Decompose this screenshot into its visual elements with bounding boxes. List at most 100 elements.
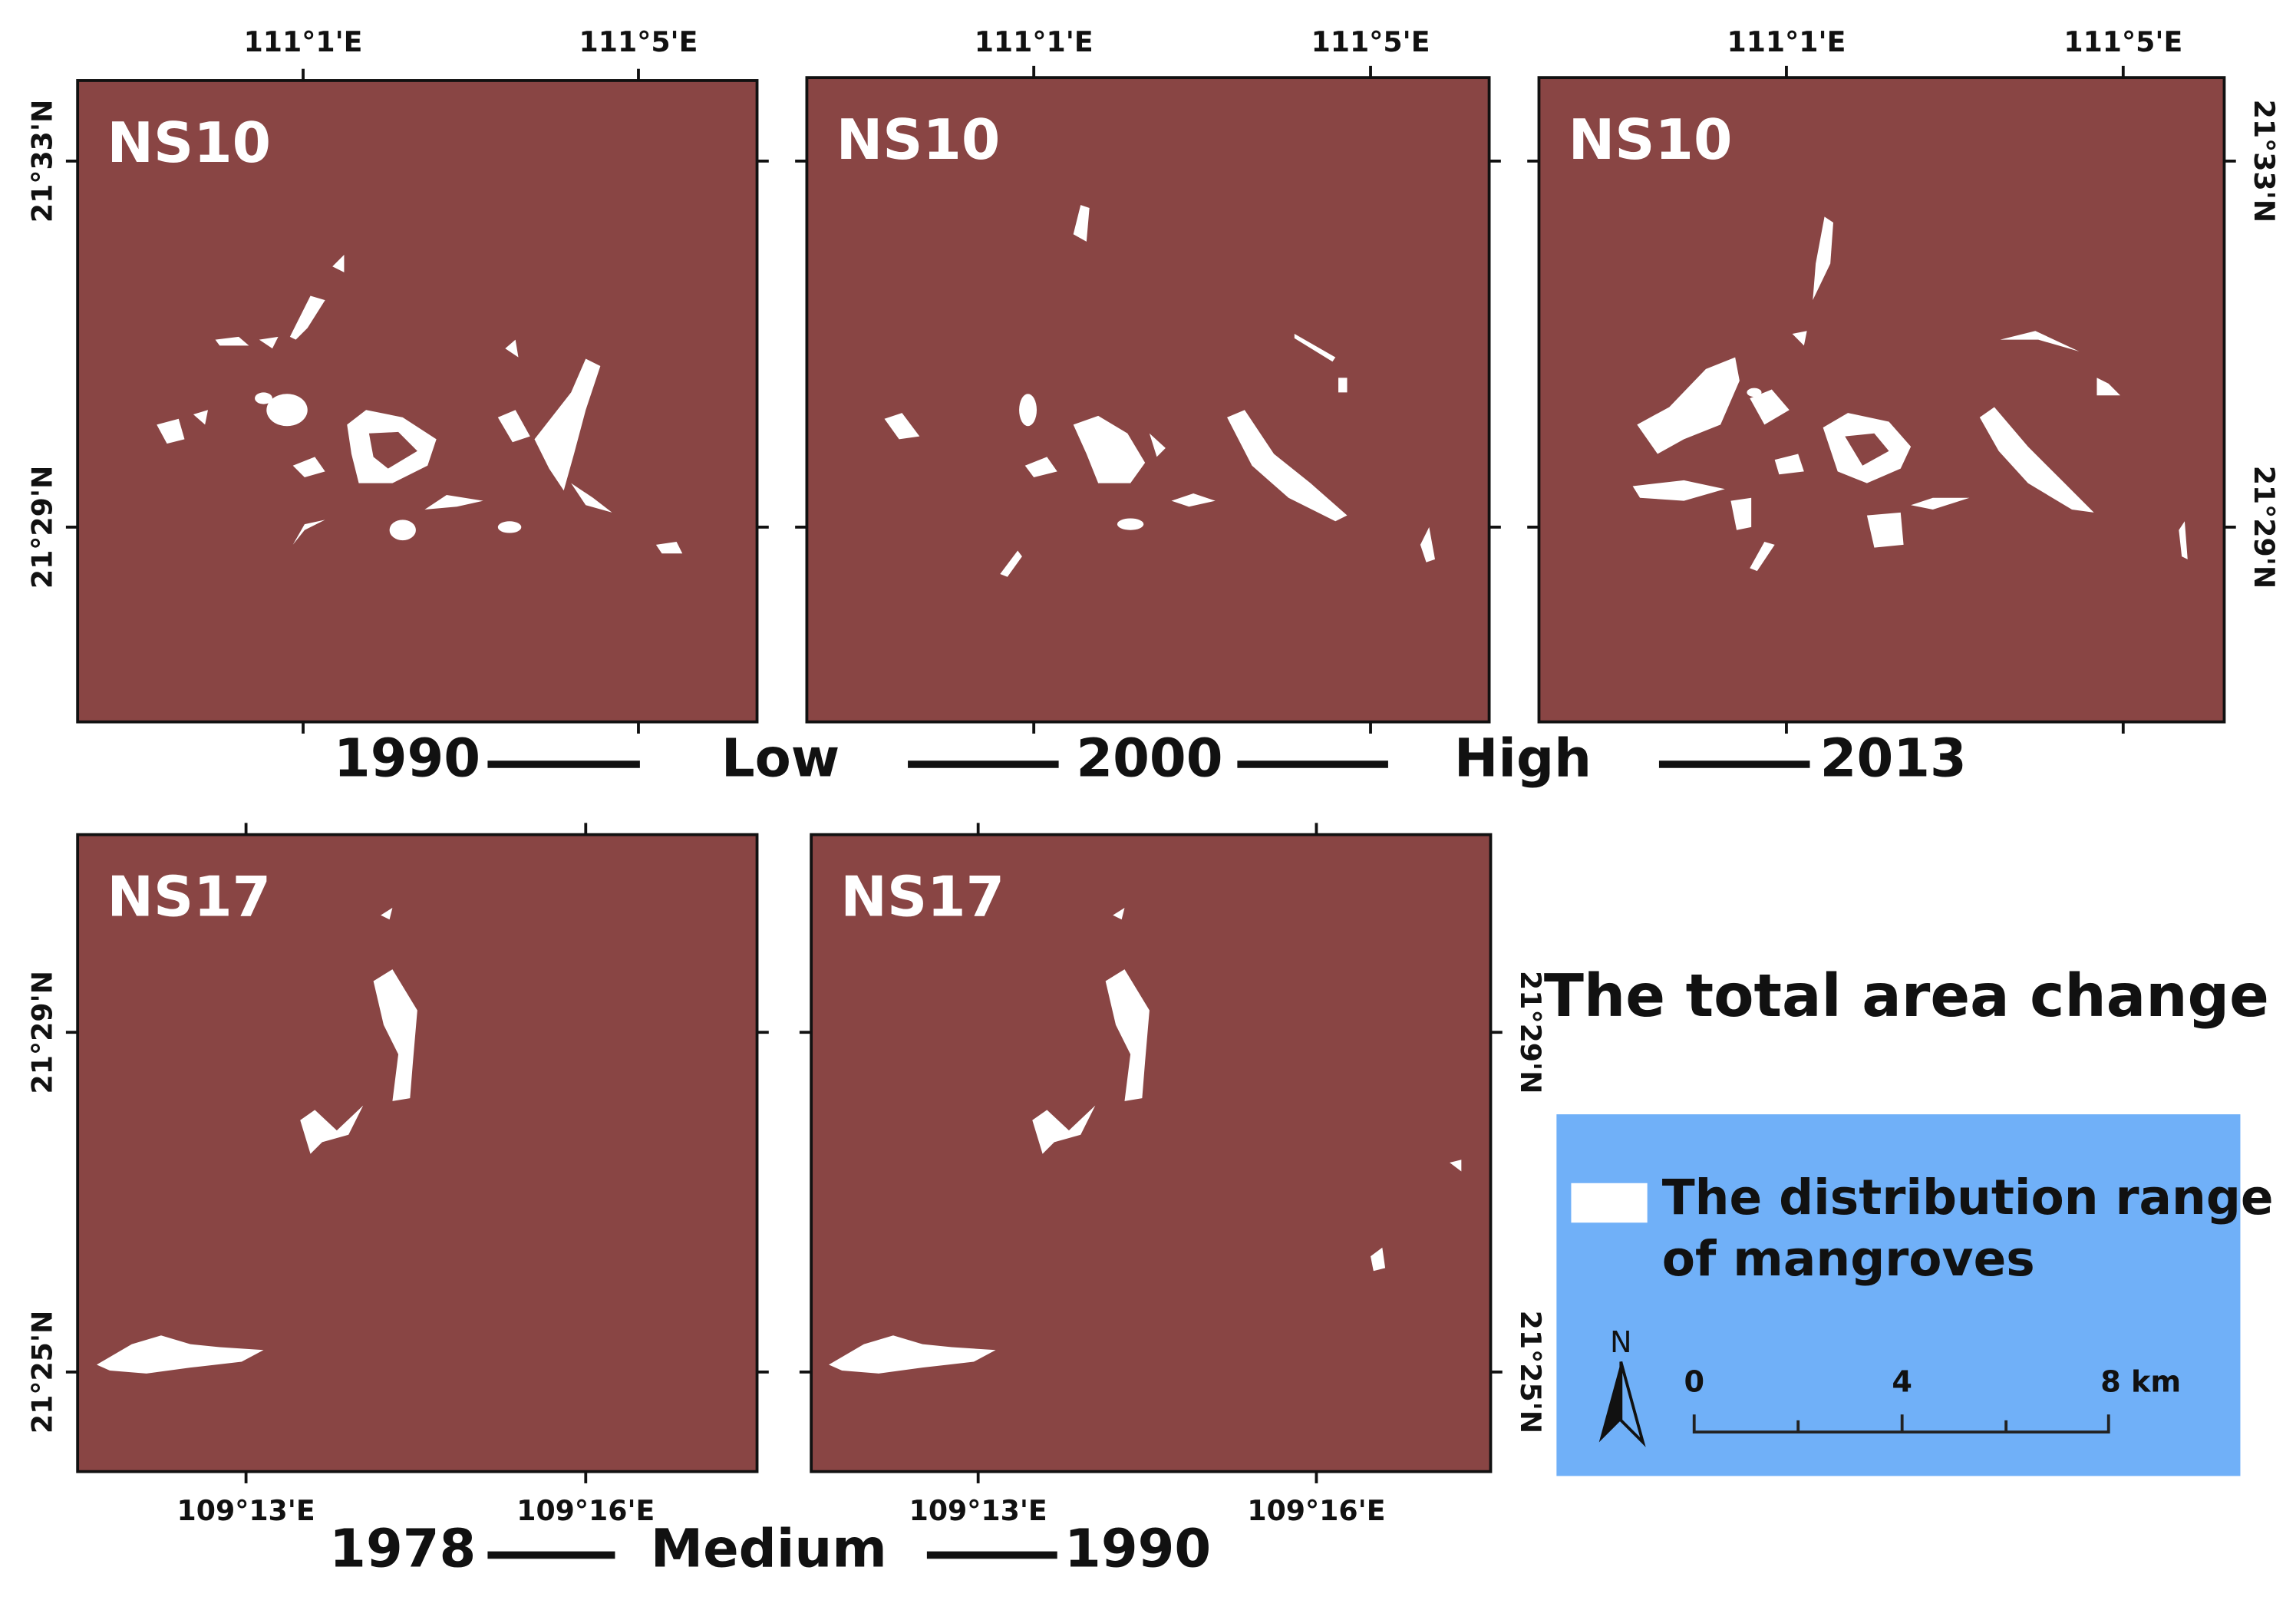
mangrove-patch <box>1774 454 1804 475</box>
map-panel <box>810 833 1493 1473</box>
latitude-label: 21°33'N <box>2248 100 2281 223</box>
mangrove-patch <box>2096 378 2120 396</box>
timeline-label: High <box>1454 727 1592 789</box>
mangrove-patch <box>389 520 416 541</box>
mangrove-patch <box>1371 1247 1386 1272</box>
mangrove-patch <box>373 969 417 1101</box>
longitude-label: 109°16'E <box>1247 1494 1385 1527</box>
scale-label: 0 <box>1684 1365 1704 1399</box>
legend-text: of mangroves <box>1662 1231 2035 1287</box>
mangrove-patch <box>215 336 249 346</box>
latitude-label: 21°25'N <box>1514 1311 1547 1433</box>
mangrove-patch <box>1813 216 1833 301</box>
mangrove-patch <box>2000 331 2080 351</box>
legend-box <box>1556 1114 2241 1476</box>
mangrove-patch <box>1450 1160 1462 1172</box>
panel-label: NS17 <box>840 866 1004 930</box>
latitude-label: 21°25'N <box>25 1311 58 1433</box>
map-panel <box>805 76 1491 724</box>
mangrove-patch <box>1747 388 1762 398</box>
mangrove-patch <box>1024 457 1057 478</box>
timeline-label: 2013 <box>1820 727 1967 789</box>
mangrove-patch <box>1117 518 1144 530</box>
mangrove-patch <box>829 1335 996 1374</box>
latitude-label: 21°29'N <box>25 466 58 589</box>
legend: The distribution range of mangroves N 0 … <box>1556 1114 2274 1476</box>
latitude-label: 21°33'N <box>25 100 58 223</box>
timeline-label: 1978 <box>329 1519 476 1580</box>
mangrove-patch <box>96 1335 264 1374</box>
mangrove-patch <box>193 410 208 425</box>
map-panel <box>76 833 759 1473</box>
timeline-label: 1990 <box>334 727 480 789</box>
north-label: N <box>1610 1325 1632 1359</box>
scale-bar <box>1692 1414 2110 1434</box>
mangrove-patch <box>1032 1105 1096 1154</box>
legend-swatch <box>1571 1183 1648 1223</box>
panel-label: NS10 <box>1569 108 1733 173</box>
longitude-label: 111°1'E <box>244 25 363 58</box>
mangrove-patch <box>424 494 483 510</box>
scale-label: 8 km <box>2100 1365 2181 1399</box>
mangrove-patch <box>1294 334 1336 362</box>
mangrove-patch <box>1338 378 1348 393</box>
latitude-label: 21°29'N <box>2248 466 2281 589</box>
mangrove-patch <box>1845 433 1889 466</box>
mangrove-patch <box>1019 394 1037 427</box>
mangrove-patch <box>266 394 308 427</box>
mangrove-patch <box>505 339 519 358</box>
longitude-label: 111°1'E <box>975 25 1094 58</box>
timeline-label: Low <box>721 727 840 789</box>
mangrove-patch <box>255 392 272 404</box>
axes: NS10 111°1'E 111°5'E 21°33'N 21°29'N NS10 111°… <box>25 25 2281 1527</box>
north-arrow <box>1619 1361 1646 1447</box>
mangroves <box>96 205 2188 1374</box>
mangrove-patch <box>292 520 325 545</box>
mangrove-patch <box>884 413 920 440</box>
mangrove-patch <box>1420 526 1435 562</box>
longitude-label: 111°5'E <box>579 25 698 58</box>
timeline-label: 2000 <box>1076 727 1222 789</box>
longitude-label: 111°5'E <box>2063 25 2182 58</box>
panel-label: NS10 <box>836 108 1001 173</box>
mangrove-patch <box>1911 497 1970 510</box>
map-panel <box>76 79 759 724</box>
longitude-label: 111°1'E <box>1727 25 1846 58</box>
mangrove-patch <box>1979 407 2094 513</box>
mangrove-patch <box>1637 357 1740 454</box>
mangrove-patch <box>1149 433 1166 457</box>
mangrove-patch <box>1171 493 1216 507</box>
mangrove-patch <box>497 410 530 443</box>
mangrove-patch <box>1750 389 1790 425</box>
mangrove-patch <box>1227 410 1348 522</box>
title: The total area change <box>1544 962 2269 1030</box>
map-panel <box>1537 76 2226 724</box>
mangrove-patch <box>300 1105 364 1154</box>
mangrove-patch <box>1073 415 1146 483</box>
mangrove-patch <box>157 418 185 444</box>
latitude-label: 21°29'N <box>1514 971 1547 1094</box>
mangrove-patch <box>1073 205 1090 242</box>
latitude-label: 21°29'N <box>25 971 58 1094</box>
legend-text: The distribution range <box>1662 1169 2274 1226</box>
panel-label: NS10 <box>107 111 271 176</box>
timeline: 1990 Low 2000 High 2013 1978 Medium 1990 <box>329 727 1967 1579</box>
mangrove-patch <box>1105 969 1150 1101</box>
scale-label: 4 <box>1892 1365 1912 1399</box>
mangrove-patch <box>1750 542 1775 572</box>
mangrove-patch <box>368 431 417 469</box>
mangrove-patch <box>1866 512 1904 548</box>
mangrove-patch <box>292 457 325 478</box>
panel-label: NS17 <box>107 866 271 930</box>
mangrove-patch <box>497 521 522 533</box>
mangrove-patch <box>332 255 345 272</box>
mangrove-patch <box>1730 497 1752 530</box>
mangrove-patch <box>1792 331 1807 346</box>
mangrove-patch <box>1000 550 1022 577</box>
mangrove-patch <box>289 295 325 340</box>
mangrove-patch <box>259 336 279 349</box>
timeline-label: Medium <box>651 1519 887 1580</box>
longitude-label: 111°5'E <box>1311 25 1430 58</box>
